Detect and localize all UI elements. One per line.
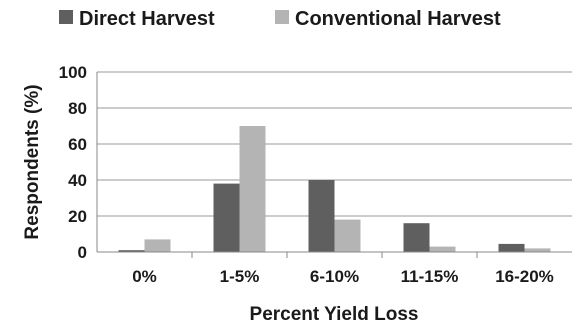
y-tick-label-20: 20 <box>68 207 87 226</box>
legend-swatch-direct-harvest <box>59 10 73 24</box>
x-tick-label-2: 6-10% <box>310 267 359 286</box>
bar-direct-harvest-1 <box>213 183 240 252</box>
y-tick-label-60: 60 <box>68 135 87 154</box>
y-tick-label-100: 100 <box>59 63 87 82</box>
legend-label-direct-harvest: Direct Harvest <box>79 8 215 30</box>
y-tick-label-0: 0 <box>78 243 87 262</box>
bar-conventional-harvest-1 <box>239 126 266 252</box>
bars <box>118 126 551 252</box>
legend-swatch-conventional-harvest <box>275 10 289 24</box>
bar-direct-harvest-0 <box>118 250 145 252</box>
legend: Direct Harvest Conventional Harvest <box>59 8 501 30</box>
y-axis-title: Respondents (%) <box>22 84 43 239</box>
gridlines <box>97 71 572 217</box>
bar-conventional-harvest-2 <box>334 219 361 252</box>
bar-conventional-harvest-0 <box>144 239 171 252</box>
bar-direct-harvest-4 <box>498 243 525 252</box>
legend-label-conventional-harvest: Conventional Harvest <box>295 8 501 30</box>
x-tick-label-1: 1-5% <box>220 267 260 286</box>
y-tick-label-40: 40 <box>68 171 87 190</box>
bar-direct-harvest-3 <box>403 223 430 252</box>
x-tick-labels: 0% 1-5% 6-10% 11-15% 16-20% <box>132 252 554 286</box>
x-tick-label-4: 16-20% <box>495 267 554 286</box>
y-tick-label-80: 80 <box>68 99 87 118</box>
x-tick-label-0: 0% <box>132 267 157 286</box>
bar-conventional-harvest-4 <box>524 248 551 252</box>
y-tick-labels: 0 20 40 60 80 100 <box>59 63 87 262</box>
bar-conventional-harvest-3 <box>429 246 456 252</box>
bar-direct-harvest-2 <box>308 180 335 252</box>
x-axis-title: Percent Yield Loss <box>250 304 419 325</box>
x-tick-label-3: 11-15% <box>401 267 459 286</box>
